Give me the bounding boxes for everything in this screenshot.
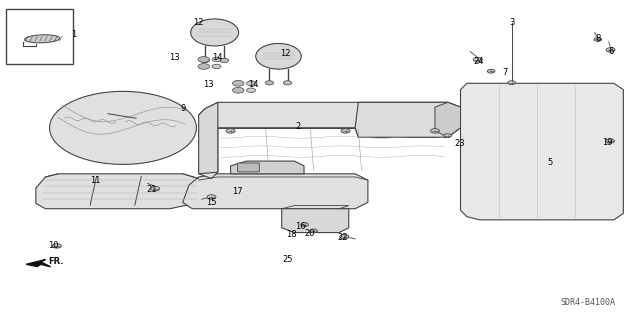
Circle shape [605,139,614,143]
Text: 11: 11 [90,176,100,185]
Text: SDR4-B4100A: SDR4-B4100A [561,298,616,307]
Circle shape [444,134,452,137]
Text: 18: 18 [286,230,296,239]
Text: 17: 17 [232,187,243,196]
Polygon shape [461,83,623,220]
Text: 2: 2 [295,122,300,131]
Text: 15: 15 [206,198,217,207]
Ellipse shape [25,35,60,43]
Polygon shape [282,209,349,233]
Circle shape [198,56,209,62]
Text: 16: 16 [296,222,306,231]
Circle shape [508,81,515,85]
FancyBboxPatch shape [237,163,259,172]
Text: 14: 14 [248,80,258,89]
Text: 5: 5 [547,158,552,167]
Circle shape [198,63,209,69]
Text: 20: 20 [304,229,314,238]
Text: 19: 19 [602,137,612,146]
Circle shape [232,87,244,93]
Circle shape [301,223,308,226]
Text: 1: 1 [72,30,77,39]
Text: 8: 8 [595,34,600,43]
Text: 9: 9 [180,104,186,113]
Circle shape [340,234,349,239]
Circle shape [265,81,274,85]
Text: 12: 12 [193,19,204,27]
Polygon shape [435,102,461,137]
Polygon shape [49,91,196,164]
Circle shape [212,64,221,69]
Text: 21: 21 [146,185,157,194]
Circle shape [310,229,317,233]
Circle shape [226,129,235,133]
Polygon shape [36,174,202,209]
Text: 6: 6 [608,47,613,56]
Text: 12: 12 [280,48,290,58]
Text: 24: 24 [473,56,484,65]
Ellipse shape [256,43,301,69]
Circle shape [151,187,160,191]
Circle shape [52,244,61,248]
Polygon shape [355,102,461,137]
Circle shape [487,69,495,73]
Text: 25: 25 [283,255,293,264]
Circle shape [284,81,292,85]
Text: 14: 14 [212,53,223,62]
Polygon shape [198,102,218,174]
Text: FR.: FR. [49,257,64,266]
Bar [6,9,73,64]
Circle shape [606,48,615,52]
Text: 13: 13 [169,53,180,62]
Text: 23: 23 [454,139,465,148]
Circle shape [246,81,255,85]
Text: 3: 3 [509,19,515,27]
Text: 7: 7 [502,68,508,77]
Polygon shape [198,102,461,179]
Circle shape [200,58,209,63]
Polygon shape [230,161,304,174]
Circle shape [431,129,440,133]
Circle shape [220,58,228,63]
Polygon shape [26,260,51,267]
Polygon shape [182,174,368,209]
Circle shape [594,38,602,41]
Text: 13: 13 [203,80,214,89]
Circle shape [473,57,482,62]
Circle shape [246,88,255,93]
Text: 10: 10 [48,241,58,250]
Text: 22: 22 [338,234,348,242]
Circle shape [212,57,221,62]
Circle shape [341,129,350,133]
Circle shape [232,80,244,86]
Circle shape [207,195,216,199]
Ellipse shape [191,19,239,46]
